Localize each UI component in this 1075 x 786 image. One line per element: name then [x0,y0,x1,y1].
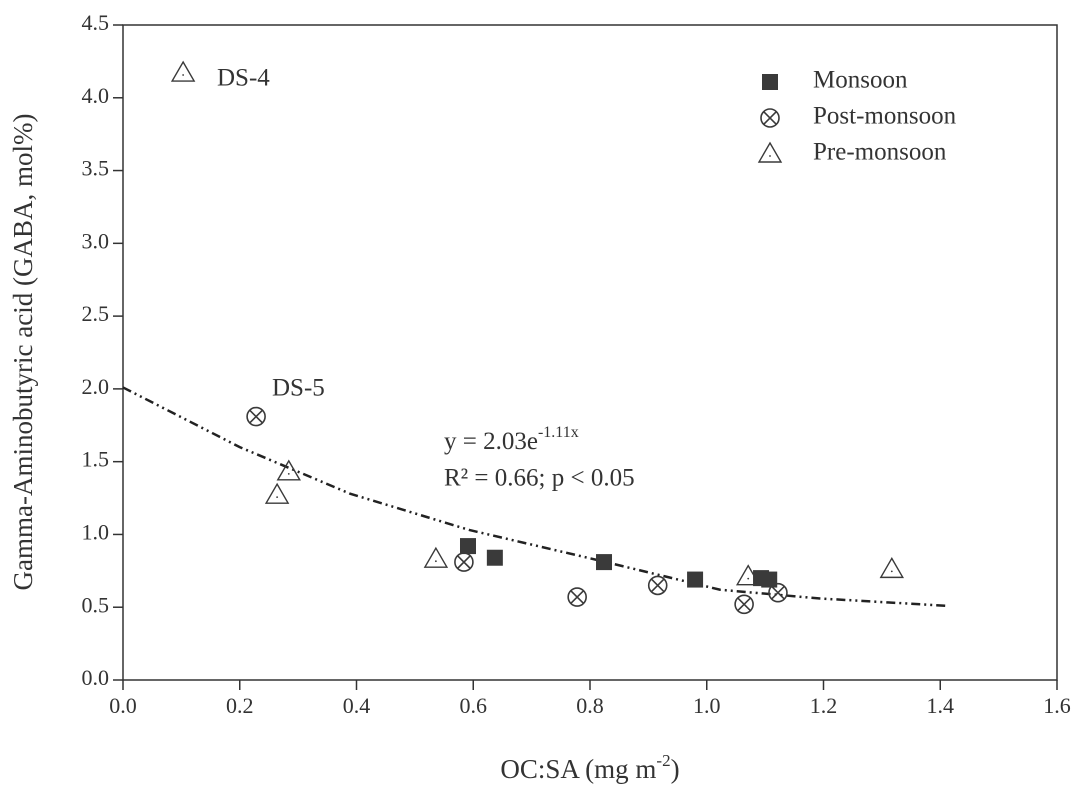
point-square [486,549,503,566]
marker-part [434,560,437,563]
marker-part [182,74,185,76]
marker-part [650,578,665,593]
point-triangle [264,482,290,504]
point-circle-x [734,594,754,615]
marker-part [276,496,279,499]
marker-part [456,555,471,570]
marker-part [737,597,752,612]
y-axis-label: Gamma-Aminobutyric acid (GABA, mol%) [8,114,38,591]
marker-part [647,575,668,596]
annotation: DS-4 [217,65,270,92]
point-triangle [276,459,301,481]
x-tick-label: 1.2 [810,693,838,718]
marker-part [570,590,585,604]
point-triangle [879,556,905,579]
point-circle-x [246,406,266,427]
equation-text: y = 2.03e [444,428,538,455]
marker-part [246,406,266,427]
y-tick-label: 1.0 [82,519,110,544]
marker-part [486,549,503,566]
legend-marker [760,108,780,128]
x-tick-label: 1.0 [693,693,721,718]
marker-part [567,587,587,607]
y-tick-label: 2.5 [82,301,110,326]
y-tick-label: 4.5 [82,10,110,35]
x-tick-label: 1.4 [927,693,955,718]
y-tick-label: 1.5 [82,447,110,472]
y-tick-label: 0.5 [82,592,110,617]
marker-part [596,554,613,571]
marker-part [769,155,771,157]
x-label-text: OC:SA (mg m [500,754,656,784]
point-triangle [170,60,196,82]
marker-part [763,111,777,125]
point-square [687,571,704,588]
point-circle-x [454,552,474,572]
y-tick-label: 0.0 [82,665,110,690]
marker-part [423,546,449,568]
fit-curve [122,386,947,608]
marker-part [760,108,780,128]
marker-part [762,74,778,90]
point-square [596,554,613,571]
marker-part [276,459,301,481]
y-tick-label: 3.5 [82,156,110,181]
point-circle-x [567,587,587,607]
marker-part [454,552,474,572]
point-square [459,538,476,555]
legend-label: Pre-monsoon [813,139,947,166]
legend-marker [757,141,783,163]
fit-r2: R² = 0.66; p < 0.05 [444,465,635,492]
x-label-end: ) [671,754,680,784]
x-tick-label: 0.6 [460,693,488,718]
marker-part [170,60,196,82]
point-square [761,571,778,588]
x-tick-label: 0.0 [109,693,137,718]
marker-part [879,556,905,579]
marker-part [249,409,264,424]
marker-part [459,538,476,555]
point-circle-x [647,575,668,596]
point-triangle [423,546,449,568]
equation-sup: -1.11x [538,424,579,441]
point-triangle [735,564,761,586]
x-label-sup: -2 [656,751,670,770]
point-circle-x [768,582,788,603]
legend-marker [762,74,778,90]
x-tick-label: 0.2 [226,693,254,718]
marker-part [735,564,761,586]
y-tick-label: 4.0 [82,83,110,108]
legend-label: Monsoon [813,67,908,94]
x-tick-label: 0.4 [343,693,371,718]
marker-part [768,582,788,603]
x-tick-label: 1.6 [1043,693,1071,718]
marker-part [890,570,893,573]
marker-part [287,472,290,475]
fit-equation: y = 2.03e-1.11x [444,424,579,455]
marker-part [761,571,778,588]
legend-label: Post-monsoon [813,103,957,130]
annotation: DS-5 [272,375,325,402]
marker-part [747,577,750,580]
x-axis-label: OC:SA (mg m-2) [500,751,679,784]
x-tick-label: 0.8 [576,693,604,718]
y-tick-label: 3.0 [82,228,110,253]
marker-part [687,571,704,588]
marker-part [734,594,754,615]
y-tick-label: 2.0 [82,374,110,399]
marker-part [264,482,290,504]
marker-part [757,141,783,163]
marker-part [771,585,785,600]
